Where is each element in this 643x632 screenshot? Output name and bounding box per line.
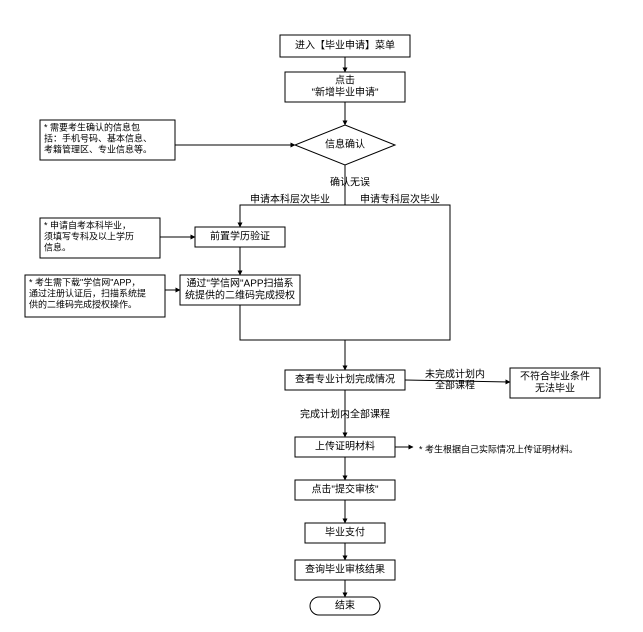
- node-note1-label: * 需要考生确认的信息包: [44, 121, 140, 132]
- node-preedu-label: 前置学历验证: [210, 230, 270, 243]
- edge-label: 申请本科层次毕业: [250, 193, 330, 206]
- edge-label: 全部课程: [435, 379, 475, 392]
- edge-label: 申请专科层次毕业: [360, 193, 440, 206]
- node-result-label: 查询毕业审核结果: [305, 563, 385, 576]
- edge-label: 未完成计划内: [425, 368, 485, 381]
- edge-label: 确认无误: [330, 176, 370, 189]
- node-plan-label: 查看专业计划完成情况: [295, 373, 395, 386]
- node-submit-label: 点击"提交审核": [311, 483, 379, 496]
- node-note2-label: * 申请自考本科毕业，: [44, 219, 131, 230]
- node-confirm-label: 信息确认: [325, 138, 365, 151]
- node-note3-label: 通过注册认证后，扫描系统提: [29, 287, 146, 298]
- node-note2-label: 须填写专科及以上学历: [44, 230, 134, 241]
- node-note1-label: 括：手机号码、基本信息、: [44, 132, 152, 143]
- node-note3-label: * 考生需下载"学信网"APP，: [29, 276, 140, 287]
- node-fail-label: 不符合毕业条件: [520, 370, 590, 383]
- node-note3-label: 供的二维码完成授权操作。: [29, 298, 137, 309]
- node-scan-label: 通过"学信网"APP扫描系: [186, 277, 293, 290]
- edge: [240, 305, 345, 340]
- flowchart-canvas: 确认无误申请本科层次毕业 申请专科层次毕业未完成计划内全部课程完成计划内全部课程进…: [0, 0, 643, 632]
- node-new-label: "新增毕业申请": [311, 86, 379, 99]
- node-pay-label: 毕业支付: [325, 526, 365, 539]
- edge: [345, 205, 450, 340]
- edge-label: 完成计划内全部课程: [300, 408, 390, 421]
- node-scan-label: 统提供的二维码完成授权: [185, 289, 295, 302]
- node-upload-label: 上传证明材料: [315, 440, 375, 453]
- node-end-label: 结束: [335, 599, 355, 612]
- node-new-label: 点击: [335, 75, 355, 87]
- node-fail-label: 无法毕业: [535, 382, 575, 395]
- node-note4-label: * 考生根据自己实际情况上传证明材料。: [419, 443, 578, 454]
- edge: [240, 205, 345, 227]
- node-start-label: 进入【毕业申请】菜单: [295, 39, 395, 52]
- node-note2-label: 信息。: [44, 241, 71, 252]
- node-note1-label: 考籍管理区、专业信息等。: [44, 143, 152, 154]
